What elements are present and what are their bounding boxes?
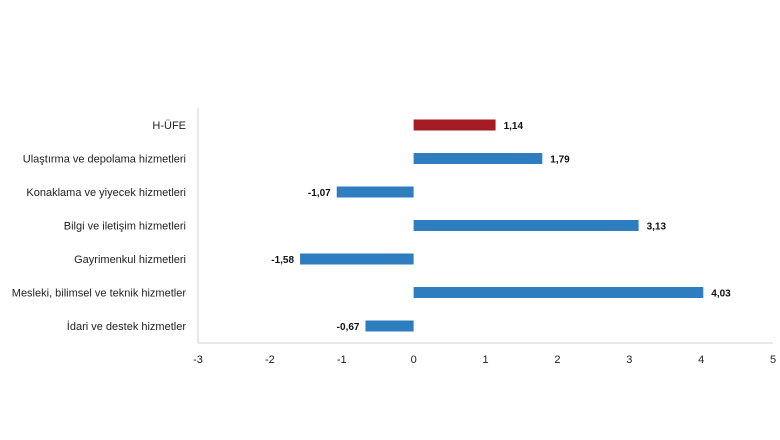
x-tick-label: 1 <box>482 354 488 366</box>
x-tick-label: 2 <box>554 354 560 366</box>
x-tick-label: 4 <box>698 354 704 366</box>
data-label: 3,13 <box>647 222 667 233</box>
bar-highlight <box>413 119 496 131</box>
data-label: -0,67 <box>337 322 360 333</box>
category-label: H-ÜFE <box>152 120 186 132</box>
x-tick-labels: -3 -2 -1 0 1 2 3 4 5 <box>193 354 776 366</box>
x-tick-label: -3 <box>193 354 203 366</box>
category-label: İdari ve destek hizmetler <box>67 320 187 333</box>
bar <box>300 253 414 265</box>
bars <box>300 119 704 332</box>
x-tick-label: 0 <box>411 354 417 366</box>
category-label: Gayrimenkul hizmetleri <box>74 254 186 266</box>
category-label: Mesleki, bilimsel ve teknik hizmetler <box>12 288 187 300</box>
data-label: -1,58 <box>271 255 294 266</box>
bar <box>413 153 543 164</box>
bar <box>336 186 414 198</box>
data-label: -1,07 <box>308 188 331 199</box>
category-labels: H-ÜFE Ulaştırma ve depolama hizmetleri Kon… <box>12 120 187 333</box>
data-label: 1,79 <box>550 155 570 166</box>
data-label: 4,03 <box>711 289 731 300</box>
category-label: Konaklama ve yiyecek hizmetleri <box>26 187 186 199</box>
x-tick-label: -2 <box>265 354 275 366</box>
x-tick-label: 3 <box>626 354 632 366</box>
data-label: 1,14 <box>504 121 524 132</box>
bar <box>413 220 639 231</box>
data-labels: 1,14 1,79 -1,07 3,13 -1,58 4,03 -0,67 <box>271 121 731 333</box>
x-tick-label: 5 <box>770 354 776 366</box>
x-tick-label: -1 <box>337 354 347 366</box>
category-label: Bilgi ve iletişim hizmetleri <box>64 221 186 233</box>
bar <box>413 287 704 298</box>
category-label: Ulaştırma ve depolama hizmetleri <box>23 154 186 166</box>
bar <box>365 320 414 332</box>
